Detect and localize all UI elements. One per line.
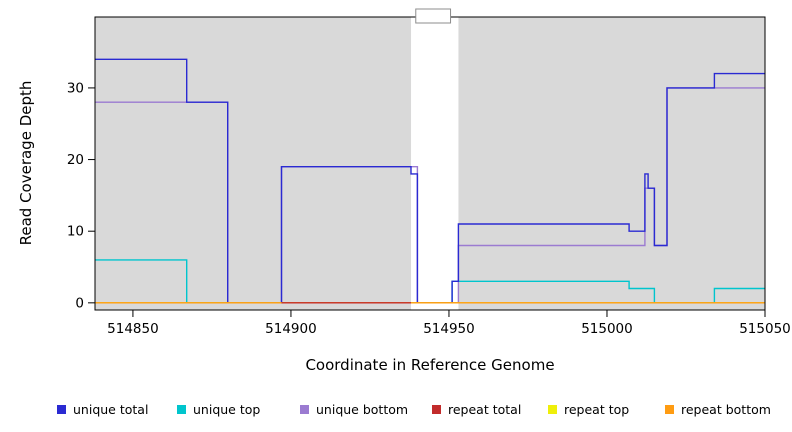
x-tick-label: 514950 bbox=[423, 321, 475, 337]
y-tick-label: 0 bbox=[75, 295, 84, 311]
x-tick-label: 515000 bbox=[581, 321, 633, 337]
legend-item-unique-bottom: unique bottom bbox=[300, 402, 408, 417]
x-axis-title: Coordinate in Reference Genome bbox=[305, 356, 555, 374]
legend-label: unique bottom bbox=[316, 402, 409, 417]
legend-label: unique total bbox=[73, 402, 149, 417]
legend-swatch-repeat-bottom bbox=[665, 405, 674, 414]
legend-item-repeat-top: repeat top bbox=[548, 402, 629, 417]
legend-swatch-unique-bottom bbox=[300, 405, 309, 414]
plot-background-right bbox=[458, 17, 765, 310]
y-tick-label: 20 bbox=[67, 152, 84, 168]
legend-item-unique-top: unique top bbox=[177, 402, 260, 417]
gap-notch bbox=[415, 8, 452, 24]
legend-label: repeat top bbox=[564, 402, 630, 417]
series-unique-top bbox=[95, 259, 765, 304]
legend-swatch-repeat-total bbox=[432, 405, 441, 414]
legend-swatch-unique-total bbox=[57, 405, 66, 414]
x-tick-label: 514900 bbox=[265, 321, 317, 337]
y-tick-label: 30 bbox=[67, 80, 84, 96]
x-tick-label: 515050 bbox=[739, 321, 791, 337]
x-tick-label: 514850 bbox=[107, 321, 159, 337]
legend-swatch-unique-top bbox=[177, 405, 186, 414]
legend-swatch-repeat-top bbox=[548, 405, 557, 414]
chart-legend: unique total unique top unique bottom repea… bbox=[0, 400, 792, 426]
y-tick-label: 10 bbox=[67, 224, 84, 240]
legend-label: repeat total bbox=[448, 402, 522, 417]
y-axis-title: Read Coverage Depth bbox=[17, 80, 35, 246]
legend-label: repeat bottom bbox=[681, 402, 771, 417]
legend-item-repeat-bottom: repeat bottom bbox=[665, 402, 771, 417]
legend-label: unique top bbox=[193, 402, 261, 417]
plot-background-left bbox=[95, 17, 412, 310]
legend-item-unique-total: unique total bbox=[57, 402, 148, 417]
coverage-depth-chart: 514850 514900 514950 515000 515050 0 10 20 30 bbox=[67, 8, 791, 337]
legend-item-repeat-total: repeat total bbox=[432, 402, 521, 417]
